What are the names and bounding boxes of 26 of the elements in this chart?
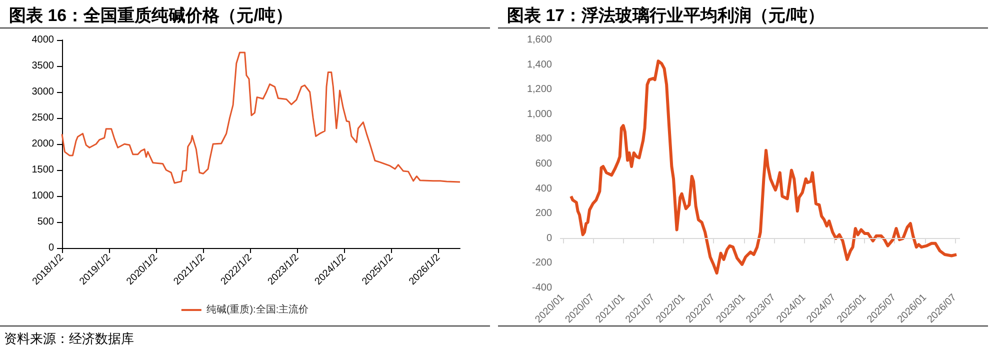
y-tick-label: 600 — [535, 158, 552, 170]
line-series — [61, 52, 461, 184]
y-tick-label: 2000 — [32, 138, 54, 150]
y-tick-label: 1,400 — [526, 59, 552, 70]
y-tick-label: 500 — [37, 216, 54, 228]
y-tick-label: 1,600 — [526, 34, 552, 46]
y-tick-label: 1,000 — [526, 108, 552, 120]
y-tick-label: 1500 — [32, 164, 54, 176]
y-tick-label: -200 — [532, 258, 552, 269]
y-tick-label: -400 — [532, 282, 552, 294]
y-tick-label: 2500 — [32, 112, 54, 124]
y-tick-label: 1,200 — [526, 84, 552, 96]
y-tick-label: 1000 — [32, 190, 54, 202]
y-tick-label: 400 — [535, 183, 552, 194]
chart-title: 图表 16：全国重质纯碱价格（元/吨） — [9, 6, 292, 25]
legend-label: 纯碱(重质):全国:主流价 — [206, 304, 309, 316]
chart-title: 图表 17：浮法玻璃行业平均利润（元/吨） — [507, 6, 824, 25]
y-tick-label: 3000 — [32, 86, 54, 98]
y-tick-label: 3500 — [32, 60, 54, 72]
y-tick-label: 4000 — [32, 34, 54, 46]
y-tick-label: 0 — [48, 242, 54, 254]
y-tick-label: 200 — [535, 208, 552, 220]
y-tick-label: 0 — [546, 232, 552, 244]
text: 资料来源：经济数据库 — [4, 331, 134, 346]
y-tick-label: 800 — [535, 134, 552, 145]
line-series — [570, 60, 958, 275]
